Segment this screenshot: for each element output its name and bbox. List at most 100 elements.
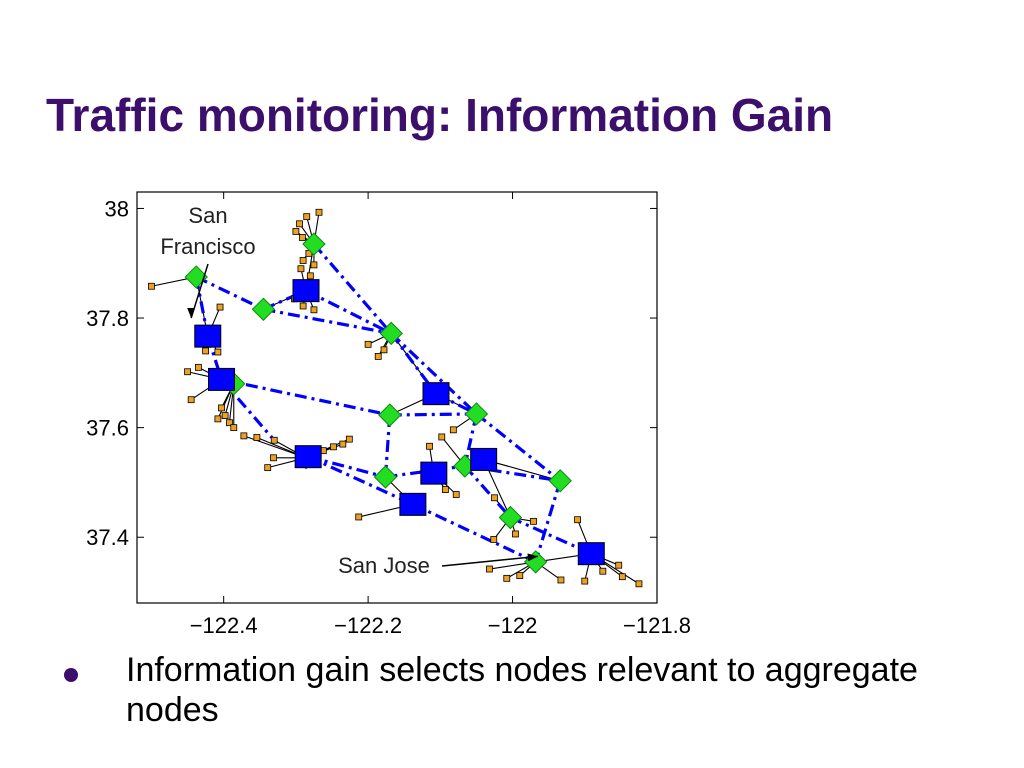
aggregate-node — [577, 542, 605, 566]
y-tick-label: 37.8 — [86, 306, 129, 331]
sensor-node — [574, 516, 581, 524]
information-link — [463, 464, 512, 519]
sensor-node — [310, 261, 318, 269]
map-annotations: San Francisco San Jose — [160, 203, 538, 578]
sensor-links — [151, 212, 640, 585]
sensor-node — [148, 282, 155, 290]
sensor-node — [202, 347, 210, 355]
selected-node — [379, 321, 403, 346]
aggregate-node — [294, 445, 322, 469]
sensor-node — [296, 220, 303, 228]
sensor-node — [449, 426, 457, 434]
arrow-head — [527, 553, 538, 562]
sensor-node — [298, 234, 306, 241]
y-tick-label: 38 — [105, 196, 129, 221]
sensor-node — [486, 565, 493, 573]
sensor-node — [214, 415, 222, 423]
information-link — [307, 455, 414, 506]
sensor-node — [615, 561, 623, 569]
sensor-node — [530, 517, 537, 525]
sensor-node — [253, 434, 261, 441]
plot-axes — [136, 191, 658, 604]
information-link — [390, 332, 478, 416]
information-link — [412, 502, 537, 564]
sensor-node — [264, 464, 272, 472]
sensor-node — [214, 348, 222, 356]
aggregate-node — [399, 492, 427, 516]
sensor-node — [315, 208, 323, 216]
selected-node — [498, 505, 523, 530]
sensor-node — [184, 368, 191, 376]
sensor-node — [380, 346, 388, 354]
sensor-node — [635, 580, 643, 588]
sensor-nodes — [148, 208, 643, 588]
annotation-san: San — [188, 203, 227, 228]
selected-node — [464, 402, 489, 426]
information-link — [220, 378, 276, 442]
information-link — [195, 275, 265, 311]
sensor-node — [230, 424, 238, 432]
y-tick-label: 37.6 — [86, 416, 129, 441]
tick-labels: −122.4 −122.2 −122 −121.8 38 37.8 37.6 37.4 — [86, 196, 691, 638]
sensor-node — [581, 577, 589, 585]
sensor-node — [512, 530, 519, 538]
sensor-node — [194, 363, 202, 371]
bullet-text: Information gain selects nodes relevant … — [126, 651, 918, 729]
sensor-node — [452, 491, 460, 498]
aggregate-node — [292, 279, 320, 303]
arrow-head — [187, 308, 196, 319]
sensor-node — [355, 513, 363, 521]
sensor-node — [374, 352, 382, 360]
sensor-node — [618, 573, 626, 581]
selected-node — [548, 469, 572, 493]
selected-node — [373, 465, 398, 489]
aggregate-node — [194, 324, 222, 348]
traffic-network-plot: −122.4 −122.2 −122 −121.8 38 37.8 37.6 37.4 San… — [60, 180, 710, 640]
sensor-node — [503, 574, 511, 582]
aggregate-node — [208, 367, 235, 391]
bullet-icon — [64, 668, 78, 682]
aggregate-node — [420, 461, 448, 485]
information-link — [263, 307, 392, 335]
sensor-node — [299, 302, 307, 310]
sensor-node — [226, 419, 233, 427]
sensor-node — [270, 436, 278, 444]
information-link — [389, 412, 477, 417]
plot-canvas: −122.4 −122.2 −122 −121.8 38 37.8 37.6 37.4 San… — [86, 191, 691, 638]
aggregate-node — [422, 382, 450, 406]
information-link — [534, 480, 562, 563]
sensor-node — [310, 306, 318, 314]
sensor-node — [557, 576, 565, 584]
sensor-node — [299, 257, 307, 264]
selected-node — [251, 297, 276, 321]
information-link — [221, 377, 391, 417]
information-link — [305, 289, 392, 335]
information-link — [475, 412, 562, 483]
sensor-node — [491, 494, 498, 502]
sensor-node — [240, 432, 248, 440]
sensor-node — [364, 340, 372, 348]
annotation-arrow — [441, 555, 538, 567]
x-tick-label: −122.4 — [190, 613, 258, 638]
annotation-francisco: Francisco — [160, 234, 255, 259]
sensor-node — [339, 440, 347, 448]
sensor-node — [330, 443, 337, 451]
annotation-san-jose: San Jose — [338, 553, 430, 578]
sensor-node — [441, 486, 449, 493]
selected-node — [302, 232, 326, 256]
information-link — [464, 464, 561, 483]
aggregate-node — [470, 447, 498, 471]
y-tick-label: 37.4 — [86, 525, 129, 550]
sensor-node — [438, 433, 446, 441]
plot-frame — [136, 191, 658, 604]
sensor-node — [216, 303, 224, 311]
sensor-node — [221, 412, 229, 419]
sensor-node — [490, 536, 498, 543]
aggregate-nodes — [194, 279, 605, 566]
information-links — [194, 243, 592, 564]
sensor-node — [270, 454, 277, 462]
sensor-node — [292, 228, 300, 235]
selected-node — [378, 403, 402, 427]
slide-title: Traffic monitoring: Information Gain — [46, 89, 834, 141]
sensor-node — [297, 265, 305, 273]
